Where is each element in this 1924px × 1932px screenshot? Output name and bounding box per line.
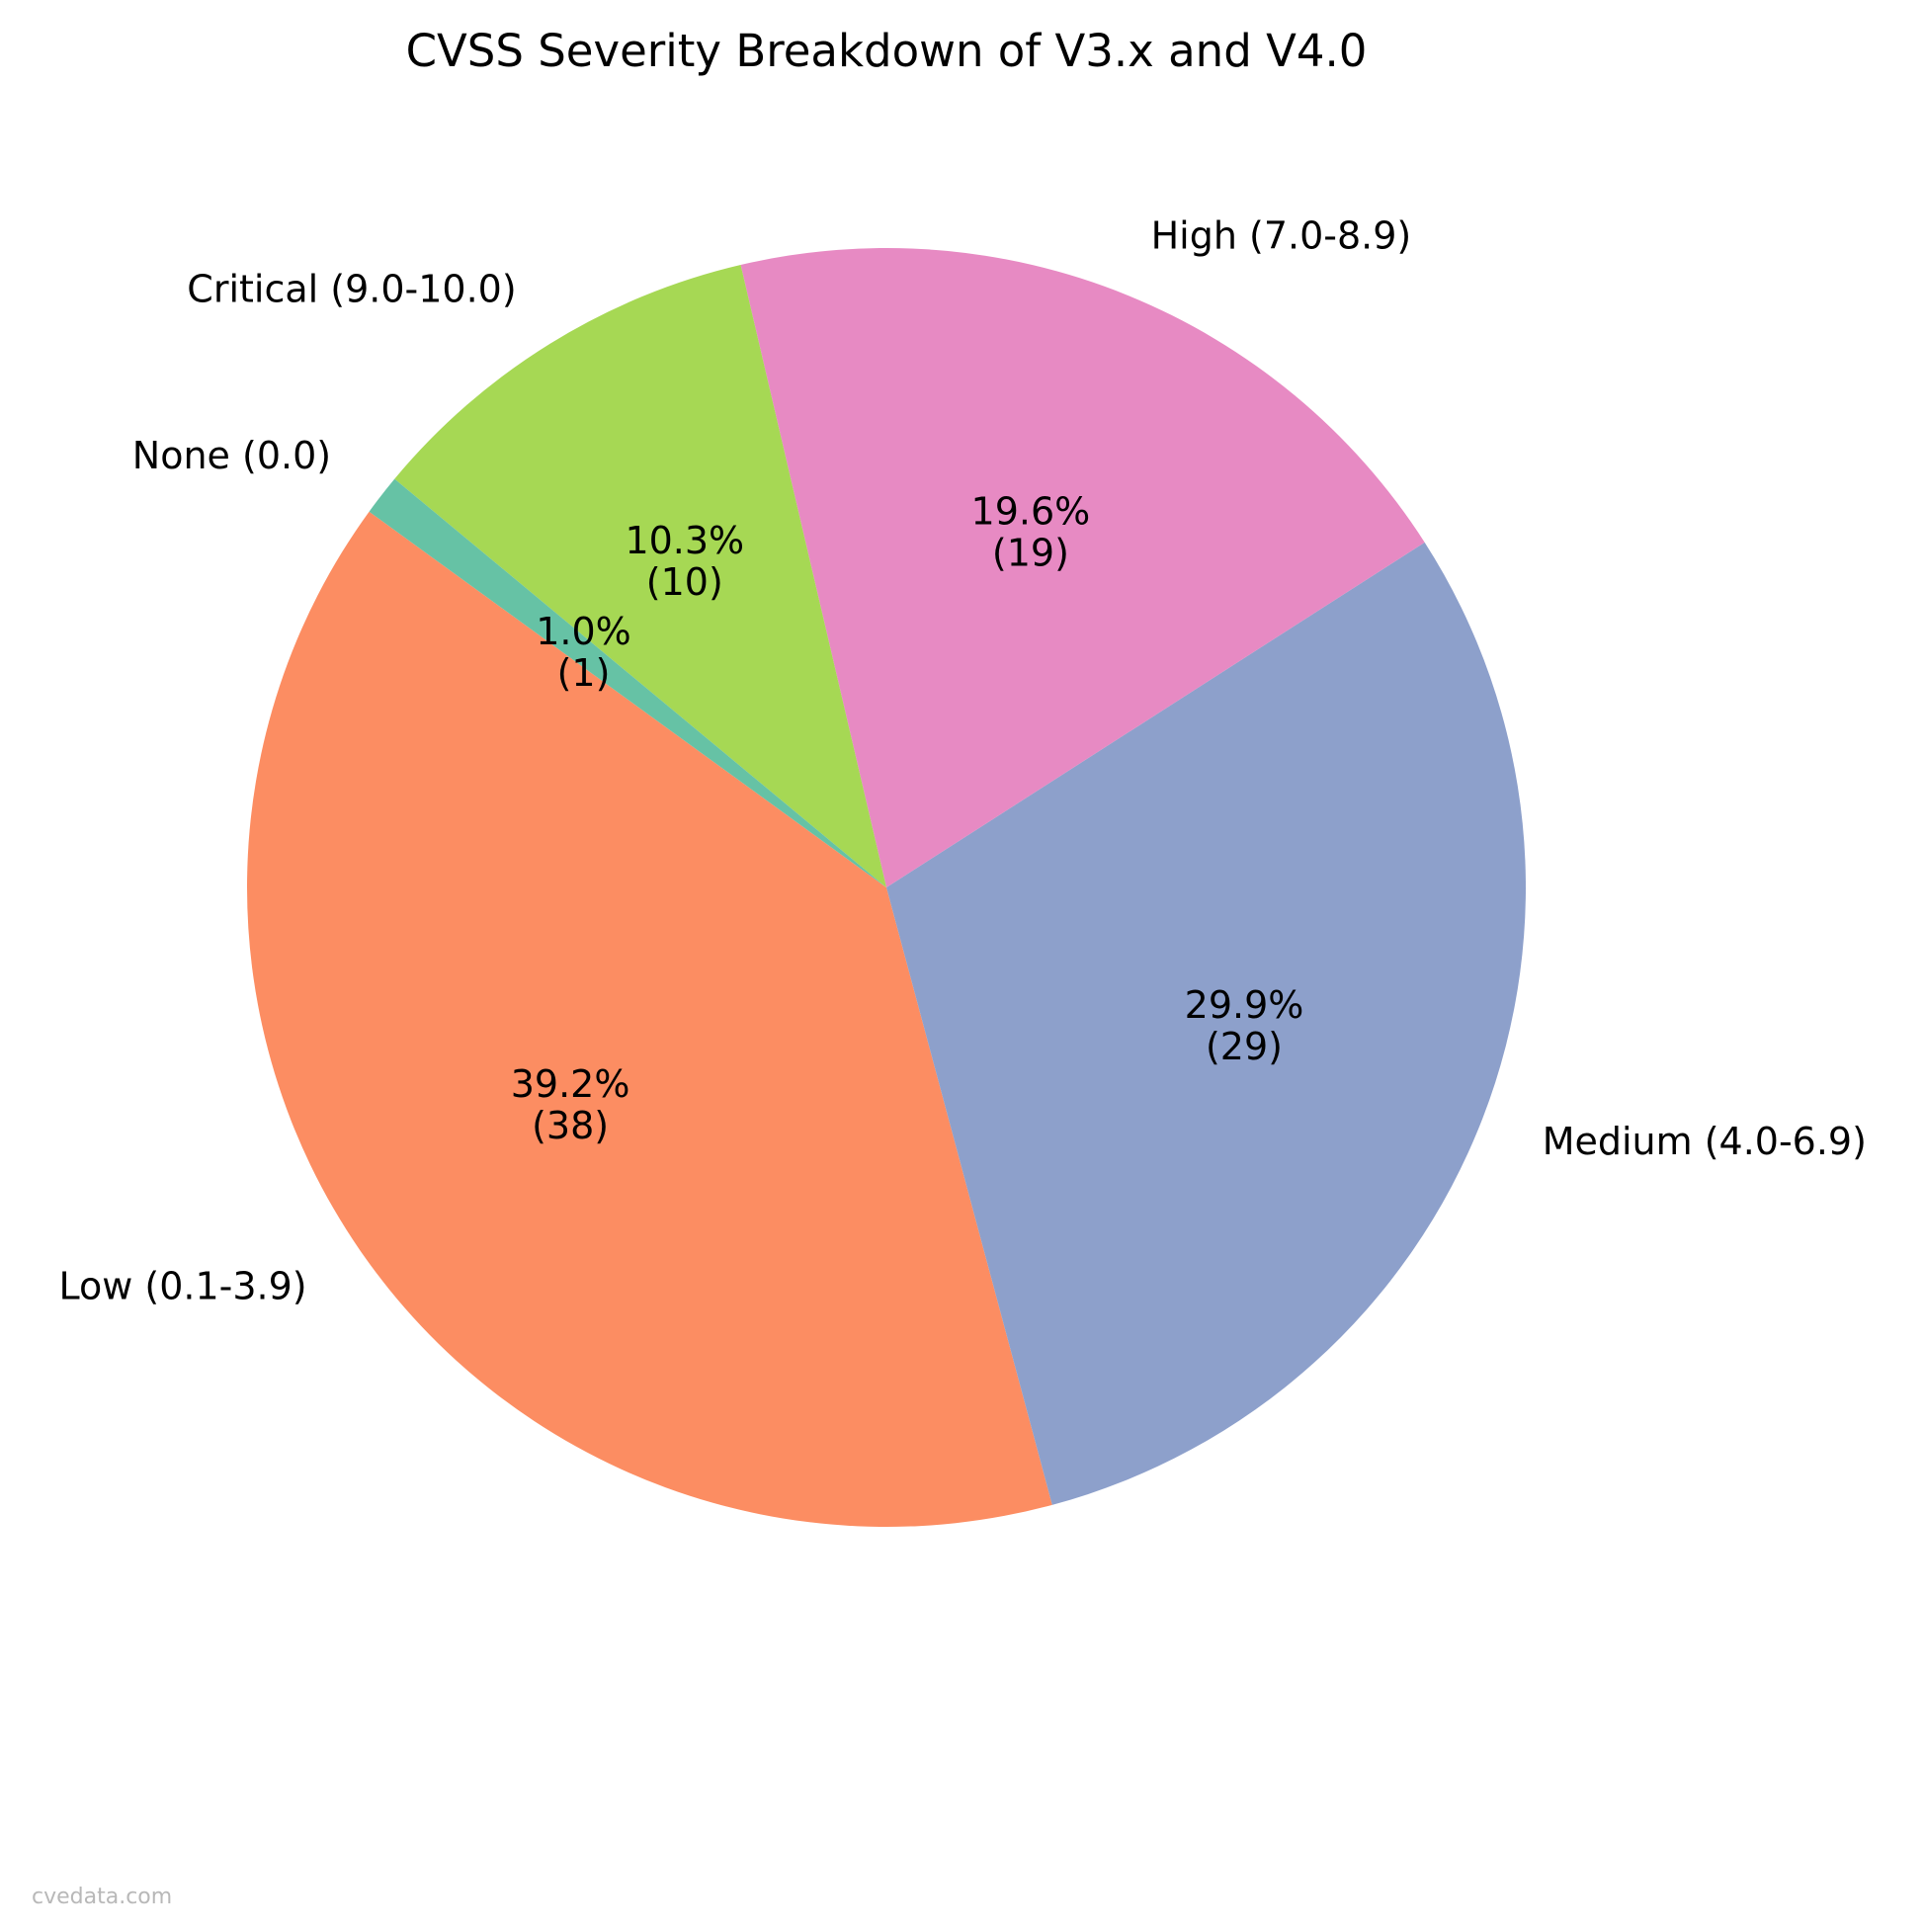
slice-percent-label-1: 29.9%	[1185, 983, 1304, 1027]
pie-slice-2	[740, 248, 1425, 887]
slice-count-label-2: (19)	[992, 531, 1069, 574]
slice-label-3: Critical (9.0-10.0)	[187, 268, 516, 311]
slice-count-label-0: (38)	[532, 1104, 609, 1147]
slice-percent-label-4: 1.0%	[536, 610, 631, 653]
pie-slice-3	[394, 265, 886, 887]
pie-labels: Low (0.1-3.9) 39.2%(38) Medium (4.0-6.9) 29…	[58, 214, 1867, 1308]
slice-label-2: High (7.0-8.9)	[1151, 214, 1412, 258]
slice-percent-label-0: 39.2%	[511, 1062, 630, 1106]
pie-slices	[247, 248, 1526, 1527]
watermark-text: cvedata.com	[32, 1885, 172, 1909]
slice-count-label-3: (10)	[646, 560, 723, 604]
pie-slice-0	[247, 511, 1052, 1527]
slice-label-4: None (0.0)	[132, 434, 331, 477]
slice-count-label-1: (29)	[1206, 1025, 1283, 1068]
slice-percent-label-2: 19.6%	[971, 489, 1091, 533]
slice-percent-label-3: 10.3%	[625, 519, 744, 562]
slice-label-0: Low (0.1-3.9)	[58, 1264, 306, 1307]
chart-title: CVSS Severity Breakdown of V3.x and V4.0	[406, 25, 1368, 77]
pie-slice-4	[369, 478, 886, 887]
slice-count-label-4: (1)	[557, 651, 611, 695]
pie-slice-1	[886, 542, 1526, 1505]
slice-label-1: Medium (4.0-6.9)	[1543, 1120, 1867, 1163]
